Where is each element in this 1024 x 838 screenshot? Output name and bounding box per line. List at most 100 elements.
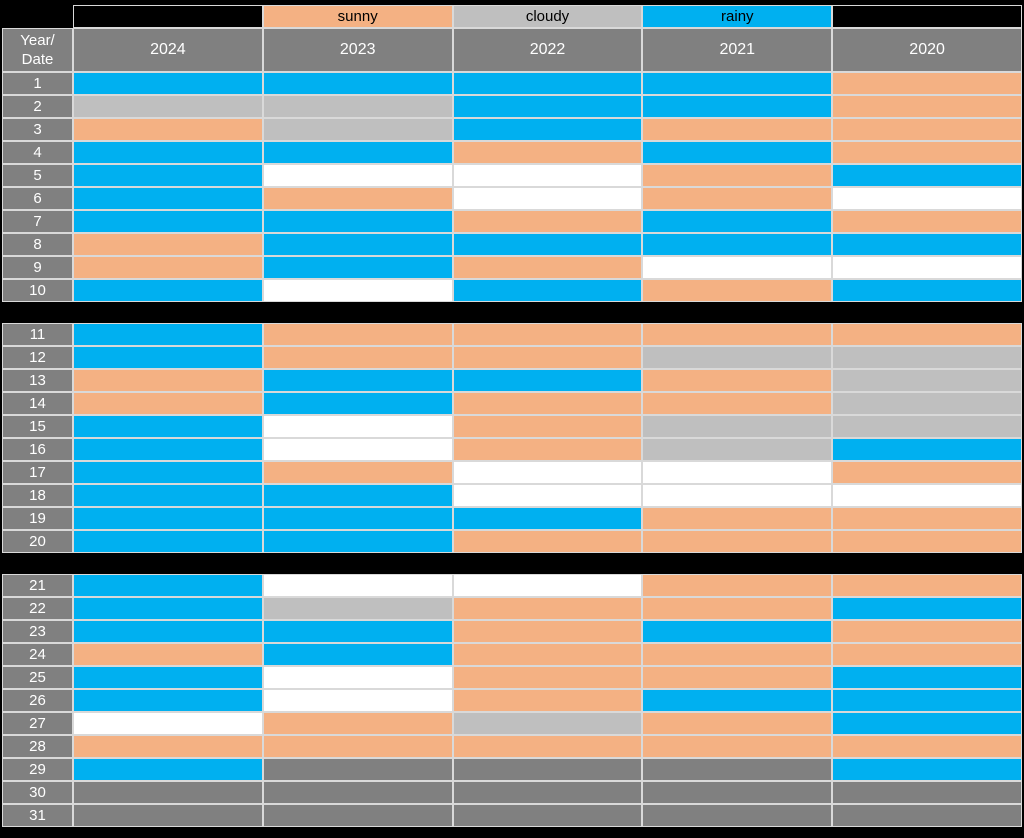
weather-cell-2024-27 xyxy=(73,712,263,735)
weather-cell-2022-29 xyxy=(452,758,643,781)
weather-cell-2022-15 xyxy=(452,415,643,438)
table-row: 17 xyxy=(2,461,1022,484)
table-row: 11 xyxy=(2,323,1022,346)
weather-cell-2023-27 xyxy=(262,712,453,735)
weather-cell-2021-28 xyxy=(642,735,833,758)
weather-cell-2022-6 xyxy=(452,187,643,210)
weather-cell-2021-26 xyxy=(642,689,833,712)
weather-cell-2023-13 xyxy=(262,369,453,392)
weather-cell-2020-23 xyxy=(832,620,1022,643)
date-label: 16 xyxy=(2,438,73,461)
legend-label-rainy: rainy xyxy=(721,8,754,25)
weather-cell-2021-13 xyxy=(642,369,833,392)
date-label: 26 xyxy=(2,689,73,712)
weather-cell-2020-20 xyxy=(832,530,1022,553)
weather-cell-2024-1 xyxy=(73,72,263,95)
legend-empty-cell-2024 xyxy=(73,5,263,28)
table-row: 18 xyxy=(2,484,1022,507)
weather-cell-2020-24 xyxy=(832,643,1022,666)
weather-cell-2024-5 xyxy=(73,164,263,187)
weather-cell-2020-11 xyxy=(832,323,1022,346)
table-row: 13 xyxy=(2,369,1022,392)
weather-cell-2020-31 xyxy=(832,804,1022,827)
date-label: 7 xyxy=(2,210,73,233)
weather-cell-2023-19 xyxy=(262,507,453,530)
legend-item-cloudy: cloudy xyxy=(452,5,643,28)
weather-cell-2023-7 xyxy=(262,210,453,233)
weather-cell-2020-7 xyxy=(832,210,1022,233)
weather-cell-2021-27 xyxy=(642,712,833,735)
weather-cell-2024-20 xyxy=(73,530,263,553)
weather-cell-2022-16 xyxy=(452,438,643,461)
weather-cell-2023-28 xyxy=(262,735,453,758)
weather-cell-2023-5 xyxy=(262,164,453,187)
weather-cell-2022-14 xyxy=(452,392,643,415)
weather-cell-2021-6 xyxy=(642,187,833,210)
weather-cell-2024-7 xyxy=(73,210,263,233)
date-label: 15 xyxy=(2,415,73,438)
weather-cell-2024-9 xyxy=(73,256,263,279)
table-row: 20 xyxy=(2,530,1022,553)
table-row: 2 xyxy=(2,95,1022,118)
weather-cell-2024-6 xyxy=(73,187,263,210)
weather-cell-2024-24 xyxy=(73,643,263,666)
block-gap xyxy=(2,553,1022,574)
date-label: 22 xyxy=(2,597,73,620)
table-row: 19 xyxy=(2,507,1022,530)
weather-cell-2023-12 xyxy=(262,346,453,369)
weather-cell-2024-2 xyxy=(73,95,263,118)
weather-cell-2020-18 xyxy=(832,484,1022,507)
table-row: 6 xyxy=(2,187,1022,210)
weather-cell-2022-28 xyxy=(452,735,643,758)
weather-cell-2021-19 xyxy=(642,507,833,530)
date-label: 9 xyxy=(2,256,73,279)
table-row: 30 xyxy=(2,781,1022,804)
weather-cell-2020-28 xyxy=(832,735,1022,758)
date-label: 25 xyxy=(2,666,73,689)
weather-cell-2024-13 xyxy=(73,369,263,392)
weather-cell-2022-4 xyxy=(452,141,643,164)
legend-spacer xyxy=(2,5,73,28)
weather-cell-2020-2 xyxy=(832,95,1022,118)
column-header-2020: 2020 xyxy=(832,28,1022,72)
weather-cell-2024-14 xyxy=(73,392,263,415)
weather-cell-2021-25 xyxy=(642,666,833,689)
date-label: 8 xyxy=(2,233,73,256)
date-label: 18 xyxy=(2,484,73,507)
weather-cell-2024-19 xyxy=(73,507,263,530)
weather-cell-2021-9 xyxy=(642,256,833,279)
weather-cell-2022-8 xyxy=(452,233,643,256)
table-row: 12 xyxy=(2,346,1022,369)
weather-calendar-table: sunny cloudy rainy Year/ Date 2024 2023 … xyxy=(2,5,1022,827)
weather-cell-2021-1 xyxy=(642,72,833,95)
weather-cell-2023-14 xyxy=(262,392,453,415)
weather-cell-2020-25 xyxy=(832,666,1022,689)
weather-cell-2021-5 xyxy=(642,164,833,187)
table-row: 10 xyxy=(2,279,1022,302)
weather-cell-2020-19 xyxy=(832,507,1022,530)
date-label: 20 xyxy=(2,530,73,553)
table-row: 22 xyxy=(2,597,1022,620)
weather-cell-2022-19 xyxy=(452,507,643,530)
weather-cell-2022-3 xyxy=(452,118,643,141)
date-label: 2 xyxy=(2,95,73,118)
weather-cell-2022-25 xyxy=(452,666,643,689)
weather-cell-2020-26 xyxy=(832,689,1022,712)
date-label: 17 xyxy=(2,461,73,484)
date-label: 6 xyxy=(2,187,73,210)
weather-cell-2023-25 xyxy=(262,666,453,689)
weather-cell-2020-9 xyxy=(832,256,1022,279)
weather-cell-2021-29 xyxy=(642,758,833,781)
date-label: 3 xyxy=(2,118,73,141)
weather-cell-2021-24 xyxy=(642,643,833,666)
weather-cell-2020-29 xyxy=(832,758,1022,781)
weather-cell-2021-10 xyxy=(642,279,833,302)
weather-cell-2023-31 xyxy=(262,804,453,827)
weather-cell-2021-30 xyxy=(642,781,833,804)
header-row: Year/ Date 2024 2023 2022 2021 2020 xyxy=(2,28,1022,72)
table-row: 3 xyxy=(2,118,1022,141)
weather-cell-2020-8 xyxy=(832,233,1022,256)
weather-cell-2024-26 xyxy=(73,689,263,712)
weather-cell-2023-16 xyxy=(262,438,453,461)
weather-cell-2023-3 xyxy=(262,118,453,141)
